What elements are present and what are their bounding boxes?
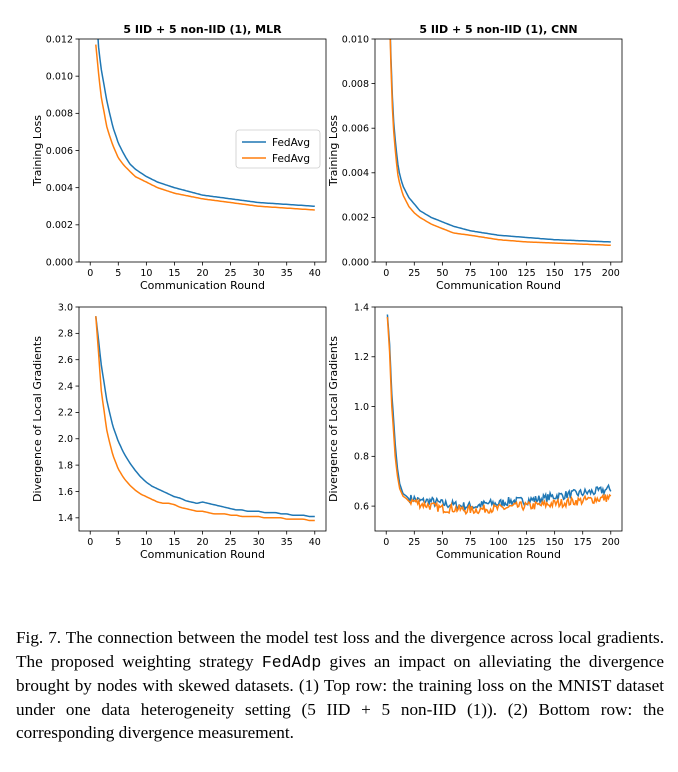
x-tick-label: 25 xyxy=(408,268,420,279)
y-axis-label: Training Loss xyxy=(31,115,44,187)
x-axis-label: Communication Round xyxy=(436,279,561,292)
y-tick-label: 1.0 xyxy=(354,402,369,413)
x-tick-label: 20 xyxy=(196,537,208,548)
y-tick-label: 0.010 xyxy=(46,71,73,82)
x-tick-label: 40 xyxy=(309,268,321,279)
x-tick-label: 75 xyxy=(464,268,476,279)
y-tick-label: 1.4 xyxy=(354,302,369,313)
x-tick-label: 0 xyxy=(87,537,93,548)
x-tick-label: 175 xyxy=(574,268,592,279)
x-tick-label: 20 xyxy=(196,268,208,279)
y-tick-label: 2.8 xyxy=(58,329,73,340)
legend-label: FedAvg xyxy=(272,153,310,165)
x-tick-label: 5 xyxy=(115,268,121,279)
y-tick-label: 0.000 xyxy=(342,257,369,268)
x-tick-label: 35 xyxy=(281,537,293,548)
x-axis-label: Communication Round xyxy=(140,548,265,561)
series-line-orange xyxy=(95,44,315,211)
series-line-blue xyxy=(95,316,315,518)
x-tick-label: 150 xyxy=(546,537,564,548)
x-tick-label: 35 xyxy=(281,268,293,279)
x-tick-label: 0 xyxy=(383,537,389,548)
y-tick-label: 0.002 xyxy=(342,213,369,224)
chart-panel-4: 0 25 50 75 100 125 150 175 200 0.6 0.8 1.0 1.2 1.4 Com… xyxy=(327,302,623,561)
x-tick-label: 125 xyxy=(517,537,535,548)
x-tick-label: 40 xyxy=(309,537,321,548)
chart-title: 5 IID + 5 non-IID (1), MLR xyxy=(123,23,282,36)
x-tick-label: 50 xyxy=(436,537,448,548)
caption-prefix: Fig. 7. The connection between the model… xyxy=(16,628,664,671)
x-tick-label: 150 xyxy=(546,268,564,279)
x-tick-label: 10 xyxy=(140,537,152,548)
y-tick-label: 0.008 xyxy=(46,109,73,120)
series-line-orange xyxy=(95,316,315,522)
series-line-orange xyxy=(386,316,612,516)
y-tick-label: 2.4 xyxy=(58,381,73,392)
figure: 0 5 10 15 20 25 30 35 40 0.000 0.002 0.004 0.006 0.00… xyxy=(31,23,623,561)
y-tick-label: 3.0 xyxy=(58,302,73,313)
x-tick-label: 25 xyxy=(225,537,237,548)
x-axis-label: Communication Round xyxy=(436,548,561,561)
y-tick-label: 1.8 xyxy=(58,460,73,471)
y-axis-label: Training Loss xyxy=(327,115,340,187)
axes-frame xyxy=(374,38,623,263)
x-tick-label: 10 xyxy=(140,268,152,279)
y-tick-label: 0.8 xyxy=(354,452,369,463)
y-tick-label: 2.2 xyxy=(58,408,73,419)
x-tick-label: 25 xyxy=(408,537,420,548)
x-tick-label: 50 xyxy=(436,268,448,279)
y-tick-label: 0.008 xyxy=(342,79,369,90)
y-tick-label: 0.004 xyxy=(342,168,369,179)
y-tick-label: 0.012 xyxy=(46,34,73,45)
y-tick-label: 0.004 xyxy=(46,183,73,194)
x-tick-label: 5 xyxy=(115,537,121,548)
series-line-blue xyxy=(386,314,612,513)
figure-caption: Fig. 7. The connection between the model… xyxy=(16,626,664,745)
y-tick-label: 0.006 xyxy=(46,146,73,157)
y-tick-label: 0.006 xyxy=(342,124,369,135)
y-tick-label: 2.6 xyxy=(58,355,73,366)
y-tick-label: 0.6 xyxy=(354,501,369,512)
caption-suffix: gives an impact on alleviating the diver… xyxy=(16,651,664,743)
x-tick-label: 15 xyxy=(168,268,180,279)
y-tick-label: 0.010 xyxy=(342,34,369,45)
y-axis-label: Divergence of Local Gradients xyxy=(31,336,44,502)
series-line-blue xyxy=(97,39,315,208)
y-tick-label: 2.0 xyxy=(58,434,73,445)
x-tick-label: 25 xyxy=(225,268,237,279)
chart-title: 5 IID + 5 non-IID (1), CNN xyxy=(419,23,577,36)
chart-panel-3: 0 5 10 15 20 25 30 35 40 1.4 1.6 1.8 2.0 2.2 2.4 2.6 2.8… xyxy=(31,302,327,561)
x-tick-label: 0 xyxy=(87,268,93,279)
x-tick-label: 125 xyxy=(517,268,535,279)
x-tick-label: 15 xyxy=(168,537,180,548)
chart-panel-2: 0 25 50 75 100 125 150 175 200 0.000 0.002 0.004 0.0… xyxy=(327,23,623,292)
x-tick-label: 200 xyxy=(602,268,620,279)
chart-panel-1: 0 5 10 15 20 25 30 35 40 0.000 0.002 0.004 0.006 0.00… xyxy=(31,23,327,292)
caption-method: FedAdp xyxy=(261,652,322,672)
axes-frame xyxy=(78,306,327,532)
y-tick-label: 1.4 xyxy=(58,513,73,524)
y-tick-label: 1.2 xyxy=(354,352,369,363)
series-line-orange xyxy=(389,39,611,247)
series-line-blue xyxy=(389,39,611,243)
x-tick-label: 100 xyxy=(489,268,507,279)
chart-grid: 0 5 10 15 20 25 30 35 40 0.000 0.002 0.004 0.006 0.00… xyxy=(31,23,623,561)
x-tick-label: 75 xyxy=(464,537,476,548)
x-tick-label: 100 xyxy=(489,537,507,548)
x-tick-label: 30 xyxy=(253,268,265,279)
x-tick-label: 30 xyxy=(253,537,265,548)
y-tick-label: 0.000 xyxy=(46,257,73,268)
x-tick-label: 175 xyxy=(574,537,592,548)
y-tick-label: 1.6 xyxy=(58,487,73,498)
y-axis-label: Divergence of Local Gradients xyxy=(327,336,340,502)
y-tick-label: 0.002 xyxy=(46,220,73,231)
x-tick-label: 200 xyxy=(602,537,620,548)
x-tick-label: 0 xyxy=(383,268,389,279)
x-axis-label: Communication Round xyxy=(140,279,265,292)
legend-label: FedAvg xyxy=(272,137,310,149)
